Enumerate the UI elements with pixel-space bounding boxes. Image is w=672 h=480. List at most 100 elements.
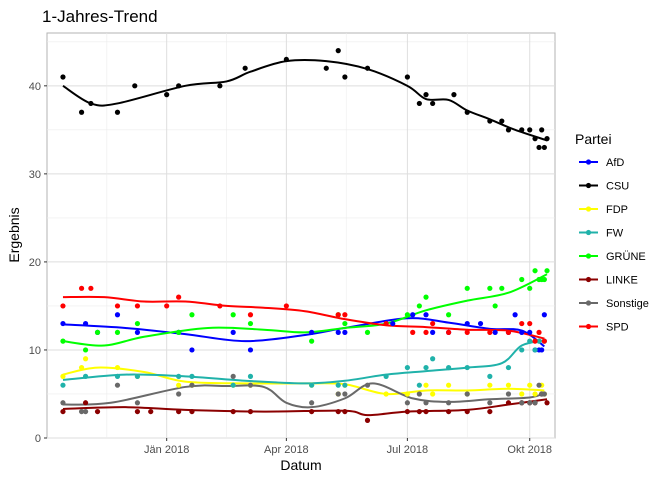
data-point-gr-ne xyxy=(446,312,452,318)
data-point-fdp xyxy=(487,382,493,388)
data-point-afd xyxy=(82,320,89,327)
data-point-spd xyxy=(283,303,289,309)
data-point-spd xyxy=(134,303,141,309)
data-point-csu xyxy=(541,144,547,151)
data-point-fdp xyxy=(519,391,525,397)
data-point-afd xyxy=(423,312,429,318)
data-point-fdp xyxy=(176,382,182,388)
data-point-gr-ne xyxy=(114,329,121,335)
data-point-fw xyxy=(335,382,341,388)
data-point-gr-ne xyxy=(82,347,89,353)
data-point-sonstige xyxy=(82,408,89,415)
data-point-csu xyxy=(176,83,182,89)
legend-item-fdp: FDP xyxy=(579,204,628,216)
legend-title: Partei xyxy=(575,131,612,147)
data-point-sonstige xyxy=(505,391,512,397)
data-point-afd xyxy=(512,312,518,318)
data-point-csu xyxy=(88,100,94,107)
data-point-csu xyxy=(114,109,121,115)
data-point-sonstige xyxy=(247,382,254,388)
data-point-afd xyxy=(541,312,547,318)
x-axis-title: Datum xyxy=(280,457,321,473)
data-point-fw xyxy=(342,382,348,388)
data-point-sonstige xyxy=(60,400,66,406)
chart-title: 1-Jahres-Trend xyxy=(42,7,158,26)
x-tick-label: Apr 2018 xyxy=(264,444,309,456)
x-tick-label: Jul 2018 xyxy=(387,444,429,456)
data-point-spd xyxy=(217,303,223,309)
legend-label: CSU xyxy=(606,181,629,193)
data-point-afd xyxy=(60,320,66,327)
data-point-fw xyxy=(230,382,236,388)
data-point-fdp xyxy=(505,382,512,388)
data-point-spd xyxy=(335,312,341,318)
trend-line-csu xyxy=(62,59,548,142)
plot-panel xyxy=(46,32,556,439)
data-point-linke xyxy=(487,408,493,415)
data-point-sonstige xyxy=(134,400,141,406)
data-point-gr-ne xyxy=(364,329,371,335)
trend-line-linke xyxy=(62,398,548,417)
data-point-spd xyxy=(114,303,121,309)
data-point-csu xyxy=(519,127,525,133)
data-point-sonstige xyxy=(487,400,493,406)
data-point-linke xyxy=(189,408,195,415)
data-point-fw xyxy=(423,364,429,371)
data-point-sonstige xyxy=(519,400,525,406)
data-point-fw xyxy=(464,364,470,371)
data-point-fw xyxy=(309,382,315,388)
y-axis-title: Ergebnis xyxy=(6,207,22,262)
data-point-spd xyxy=(78,285,85,291)
data-point-sonstige xyxy=(464,391,470,397)
data-point-linke xyxy=(364,417,371,423)
legend-item-spd: SPD xyxy=(579,322,629,334)
data-point-fw xyxy=(505,364,512,371)
data-point-spd xyxy=(247,312,254,318)
y-tick-label: 0 xyxy=(35,433,41,445)
data-point-spd xyxy=(60,303,66,309)
data-point-fw xyxy=(134,373,141,379)
data-point-linke xyxy=(309,408,315,415)
x-tick-label: Jän 2018 xyxy=(144,444,189,456)
data-point-csu xyxy=(78,109,85,115)
data-point-afd xyxy=(539,347,545,353)
data-point-spd xyxy=(342,312,348,318)
legend-label: SPD xyxy=(606,322,629,334)
y-tick-label: 40 xyxy=(29,81,41,93)
y-axis-ticks: 0 10 20 30 40 xyxy=(29,81,47,445)
data-point-fw xyxy=(430,356,436,362)
data-point-fdp xyxy=(114,364,121,371)
data-point-sonstige xyxy=(176,391,182,397)
data-point-gr-ne xyxy=(464,285,470,291)
data-point-gr-ne xyxy=(404,312,410,318)
data-point-sonstige xyxy=(446,400,452,406)
data-point-spd xyxy=(88,285,94,291)
data-points xyxy=(60,48,550,423)
data-point-fw xyxy=(404,364,410,371)
data-point-spd xyxy=(383,320,389,327)
data-point-sonstige xyxy=(189,382,195,388)
legend-key-point xyxy=(585,182,592,189)
data-point-gr-ne xyxy=(134,320,141,327)
legend-label: FW xyxy=(606,228,624,240)
data-point-afd xyxy=(335,329,341,335)
data-point-csu xyxy=(335,48,341,54)
legend-item-sonstige: Sonstige xyxy=(579,298,649,310)
data-point-sonstige xyxy=(309,400,315,406)
data-point-spd xyxy=(464,329,470,335)
data-point-spd xyxy=(176,294,182,300)
gridlines xyxy=(47,33,555,439)
data-point-spd xyxy=(164,303,170,309)
data-point-fdp xyxy=(430,391,436,397)
data-point-fw xyxy=(487,373,493,379)
data-point-spd xyxy=(532,338,538,344)
data-point-spd xyxy=(541,338,547,344)
data-point-csu xyxy=(527,127,533,133)
data-point-sonstige xyxy=(532,400,538,406)
legend-item-afd: AfD xyxy=(579,157,624,169)
data-point-afd xyxy=(390,320,396,327)
data-point-csu xyxy=(532,136,538,142)
data-point-fw xyxy=(176,373,182,379)
data-point-csu xyxy=(451,92,457,98)
